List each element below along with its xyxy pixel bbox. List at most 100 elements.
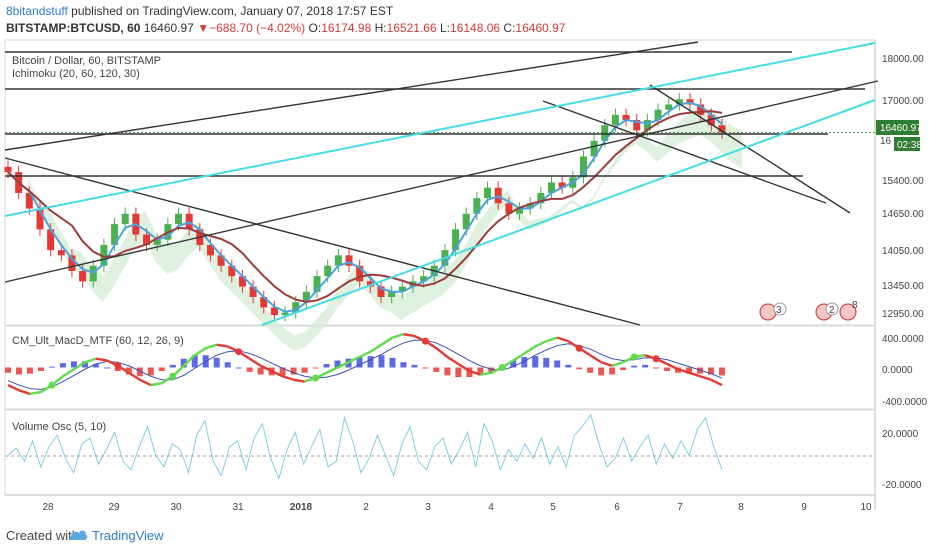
ichimoku-cloud-segment: [571, 199, 583, 210]
event-flag-icon[interactable]: [839, 303, 857, 321]
trendline-descending[interactable]: [4, 157, 641, 326]
time-tick-label: 3: [425, 502, 431, 513]
ichimoku-cloud-segment: [273, 317, 284, 344]
macd-axis: 400.0000 0.0000 -400.0000: [882, 334, 927, 408]
ichimoku-cloud-segment: [251, 295, 263, 323]
open-label: O:: [308, 21, 322, 35]
macd-histogram-bar: [191, 355, 198, 368]
price-tick-15400: 15400.00: [882, 176, 924, 187]
author-link[interactable]: 8bitandstuff: [6, 4, 68, 18]
tradingview-logo-icon[interactable]: [68, 526, 88, 544]
macd-line-segment: [139, 378, 152, 387]
macd-line-segment: [358, 350, 372, 359]
candle-body: [228, 265, 236, 277]
trendline-upper[interactable]: [4, 41, 699, 151]
macd-histogram-bar: [466, 367, 473, 378]
macd-cross-dot: [48, 381, 56, 389]
macd-histogram-bar: [367, 356, 374, 368]
candle-body: [206, 244, 214, 256]
price-tick-14650: 14650.00: [882, 209, 924, 220]
macd-line-segment: [326, 366, 339, 374]
event-flag-icon[interactable]: [759, 303, 777, 321]
macd-line-segment: [73, 361, 86, 371]
macd-histogram-bar: [565, 364, 572, 368]
macd-histogram-bar: [81, 361, 88, 368]
event-count-icon[interactable]: [773, 302, 787, 316]
time-tick-label: 9: [801, 502, 807, 513]
macd-histogram-bar: [48, 366, 55, 368]
macd-histogram-bar: [455, 367, 462, 378]
macd-line-segment: [337, 361, 350, 369]
event-badges[interactable]: 3 2 8: [759, 300, 858, 321]
trendline-desc-3[interactable]: [649, 84, 851, 214]
tradingview-brand-link[interactable]: TradingView: [92, 528, 164, 543]
time-tick-label: 5: [550, 502, 556, 513]
macd-line-segment: [18, 389, 31, 395]
macd-cross-dot: [498, 364, 506, 371]
candle-body: [484, 187, 492, 199]
macd-histogram-bar: [609, 367, 616, 375]
symbol-label[interactable]: BITSTAMP:BTCUSD, 60: [6, 21, 141, 35]
ichimoku-cloud-segment: [305, 320, 316, 348]
ichimoku-cloud-segment: [38, 198, 50, 225]
macd-line-segment: [271, 369, 284, 378]
trendline-diagonal[interactable]: [4, 80, 879, 283]
ichimoku-cloud-segment: [400, 289, 412, 321]
price-change: −688.70 (−4.02%): [209, 21, 306, 35]
macd-line-segment: [446, 355, 460, 365]
event-count-2: 2: [829, 305, 835, 316]
time-tick-label: 2: [363, 502, 369, 513]
chart-header: 8bitandstuff published on TradingView.co…: [0, 0, 932, 40]
candle-body: [47, 229, 55, 251]
macd-line-segment: [688, 371, 701, 378]
ichimoku-cloud-segment: [123, 220, 135, 269]
macd-line-segment: [457, 362, 471, 373]
event-count-icon[interactable]: [825, 302, 839, 316]
candle-body: [675, 99, 683, 105]
candle-body: [398, 286, 406, 292]
macd-line-segment: [205, 343, 218, 350]
macd-histogram-bar: [598, 367, 605, 376]
volosc-axis: 20.0000 -20.0000: [882, 429, 922, 491]
candle-body: [622, 114, 630, 121]
macd-line-segment: [182, 354, 196, 367]
macd-cross-dot: [114, 362, 122, 370]
time-tick-label: 30: [170, 502, 182, 513]
macd-line-segment: [128, 371, 141, 381]
channel-line-lower[interactable]: [261, 99, 876, 326]
candle-body: [25, 192, 33, 209]
ichimoku-cloud-segment: [486, 198, 497, 230]
macd-series-group: [5, 332, 725, 396]
candle-body: [366, 281, 374, 287]
candle-body: [547, 182, 555, 193]
macd-histogram-bar: [686, 367, 693, 374]
volume-osc-pane[interactable]: [4, 409, 876, 496]
macd-histogram-bar: [235, 367, 242, 369]
ichimoku-cloud-segment: [678, 114, 689, 144]
candle-body: [601, 125, 609, 141]
macd-line-segment: [84, 357, 97, 364]
macd-line-segment: [677, 368, 690, 374]
macd-histogram-bar: [290, 367, 297, 375]
trendlines-group[interactable]: [4, 41, 879, 326]
ichimoku-cloud-segment: [315, 307, 327, 337]
candle-body: [217, 255, 225, 266]
time-tick-label: 10: [860, 502, 872, 513]
macd-histogram-bar: [708, 367, 715, 375]
macd-line-segment: [348, 355, 361, 364]
time-axis: 28 29 30 31 2018 2 3 4 5 6 7 8 9 10: [42, 502, 872, 513]
candle-body: [68, 255, 76, 271]
macd-histogram-bar: [477, 367, 484, 376]
candle-body: [516, 208, 524, 214]
macd-histogram-bar: [59, 363, 66, 368]
macd-line-segment: [260, 364, 273, 373]
candle-body: [281, 312, 289, 316]
trendline-desc-2[interactable]: [542, 100, 827, 204]
time-tick-label: 2018: [290, 502, 313, 513]
macd-histogram-bar: [180, 358, 187, 368]
macd-histogram-bar: [510, 360, 517, 368]
time-tick-label: 31: [232, 502, 244, 513]
time-tick-label: 4: [488, 502, 494, 513]
channel-line-upper[interactable]: [4, 42, 876, 217]
